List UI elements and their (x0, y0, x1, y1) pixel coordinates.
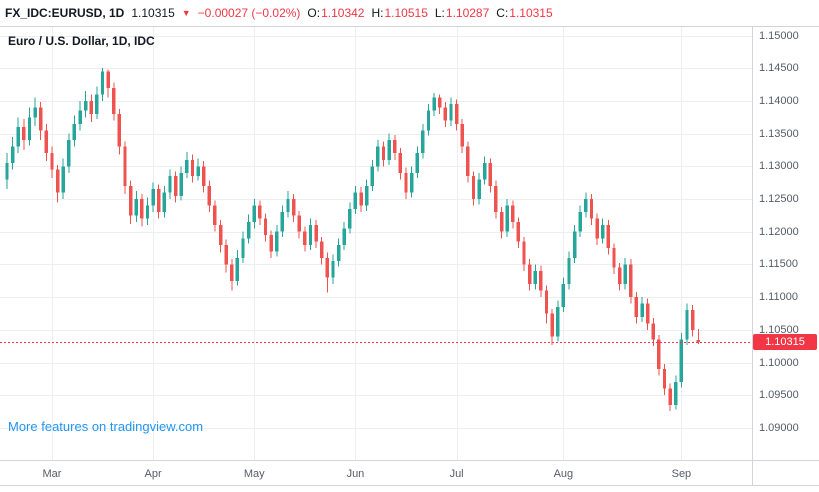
chart-pane[interactable]: Euro / U.S. Dollar, 1D, IDC More feature… (0, 27, 752, 460)
low-number: 1.10287 (445, 6, 490, 20)
time-axis-label: Jun (346, 468, 365, 480)
price-axis-label: 1.12500 (759, 193, 799, 206)
time-axis-label: Aug (553, 468, 574, 480)
chart-legend[interactable]: Euro / U.S. Dollar, 1D, IDC (8, 34, 155, 48)
price-axis[interactable]: 1.10315 1.15000 1.14500 1.14000 1.13500 1.13… (753, 27, 819, 460)
price-axis-label: 1.14000 (759, 94, 799, 107)
low-label: L: (434, 6, 445, 20)
open-label: O: (307, 6, 321, 20)
high-value: H:1.10515 (371, 6, 427, 20)
symbol-title[interactable]: FX_IDC:EURUSD, 1D (5, 6, 125, 20)
price-axis-label: 1.12000 (759, 225, 799, 238)
price-axis-label: 1.11500 (759, 258, 798, 271)
time-axis-label: Mar (42, 468, 62, 480)
low-value: L:1.10287 (435, 6, 489, 20)
time-axis-label: May (243, 468, 265, 480)
down-arrow-icon: ▼ (181, 8, 191, 18)
time-axis[interactable]: Mar Apr May Jun Jul Aug Sep (0, 460, 819, 486)
price-axis-label: 1.10500 (759, 323, 799, 336)
time-axis-label: Sep (671, 468, 692, 480)
price-axis-label: 1.14500 (759, 62, 799, 75)
price-axis-label: 1.10000 (759, 356, 799, 369)
candlestick-chart[interactable] (0, 27, 752, 460)
tradingview-link[interactable]: More features on tradingview.com (8, 419, 204, 434)
close-value: C:1.10315 (496, 6, 552, 20)
close-number: 1.10315 (509, 6, 553, 20)
last-price: 1.10315 (131, 6, 175, 20)
time-axis-label: Jul (449, 468, 464, 480)
price-axis-label: 1.13000 (759, 160, 799, 173)
symbol-info-bar: FX_IDC:EURUSD, 1D 1.10315 ▼ −0.00027 (−0… (0, 0, 819, 27)
high-label: H: (371, 6, 384, 20)
open-value: O:1.10342 (307, 6, 364, 20)
axis-separator (752, 27, 753, 486)
price-axis-label: 1.15000 (759, 29, 799, 42)
price-axis-label: 1.09000 (759, 421, 799, 434)
high-number: 1.10515 (384, 6, 428, 20)
close-label: C: (496, 6, 509, 20)
price-axis-label: 1.11000 (759, 291, 798, 304)
price-axis-label: 1.09500 (759, 389, 799, 402)
last-price-badge: 1.10315 (753, 333, 817, 350)
price-change: −0.00027 (−0.02%) (197, 6, 301, 20)
time-axis-label: Apr (144, 468, 162, 480)
price-axis-label: 1.13500 (759, 127, 799, 140)
open-number: 1.10342 (321, 6, 365, 20)
